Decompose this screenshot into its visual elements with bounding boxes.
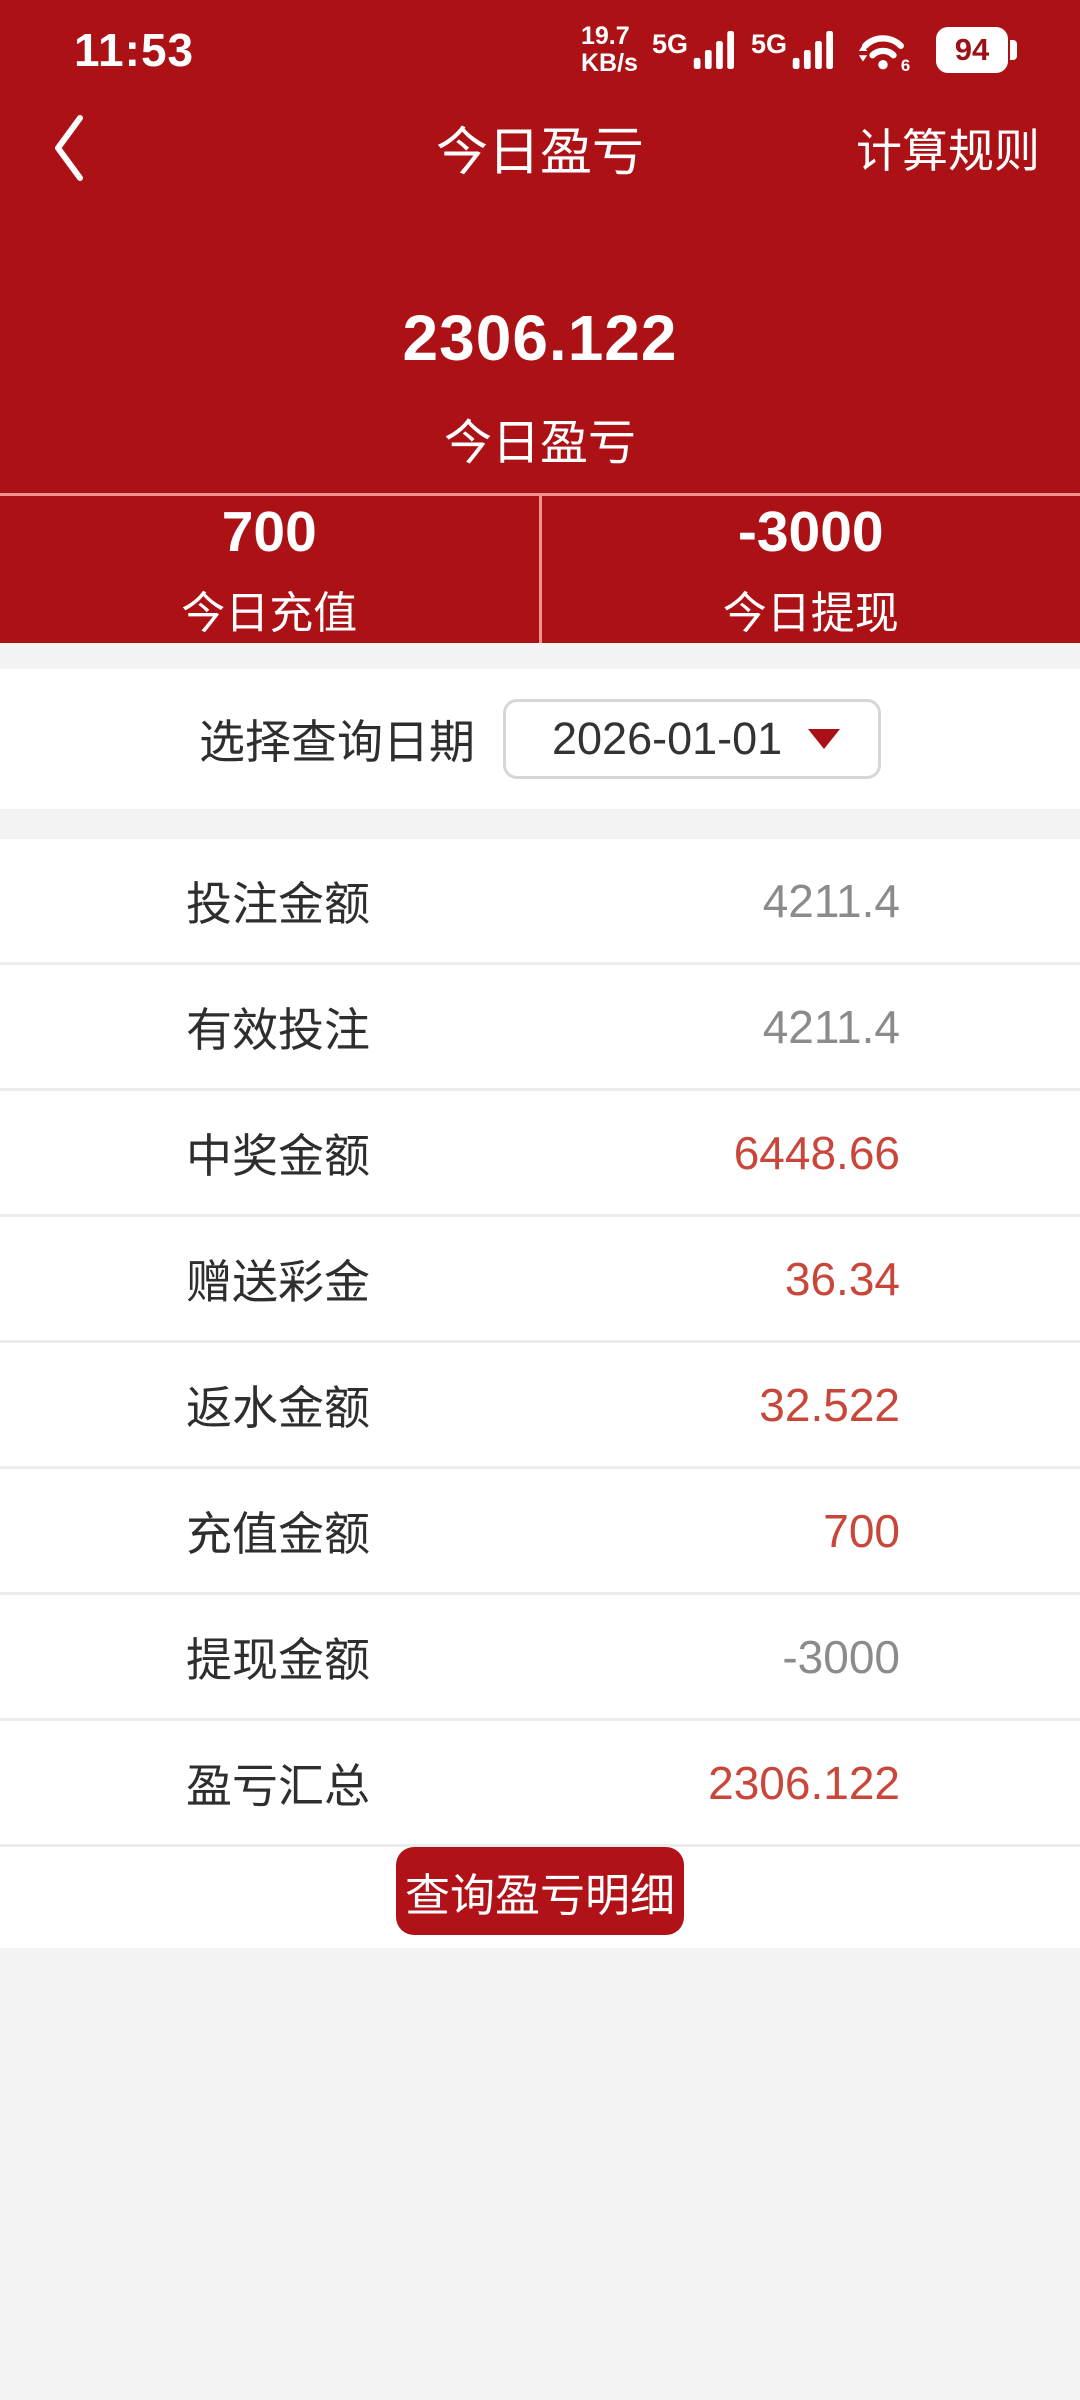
date-picker-row: 选择查询日期 2026-01-01 <box>0 669 1080 809</box>
stat-withdraw: -3000 今日提现 <box>538 496 1080 643</box>
signal-bars-icon <box>693 31 734 69</box>
battery-icon: 94 <box>936 27 1017 73</box>
profit-amount-label: 今日盈亏 <box>443 417 636 470</box>
stat-deposit: 700 今日充值 <box>0 496 539 643</box>
date-picker-label: 选择查询日期 <box>199 716 475 768</box>
row-value: -3000 <box>782 1630 900 1683</box>
spacer <box>0 643 1080 669</box>
row-label: 赠送彩金 <box>186 1255 370 1308</box>
row-label: 提现金额 <box>186 1633 370 1686</box>
date-select-value: 2026-01-01 <box>552 713 783 764</box>
row-value: 2306.122 <box>708 1756 900 1809</box>
row-label: 盈亏汇总 <box>186 1759 370 1812</box>
signal-bars-icon <box>792 31 833 69</box>
status-time: 11:53 <box>74 24 195 76</box>
nav-bar: 今日盈亏 计算规则 <box>0 90 1080 205</box>
deposit-label: 今日充值 <box>181 588 358 638</box>
row-label: 返水金额 <box>186 1381 370 1434</box>
row-value: 36.34 <box>784 1252 900 1305</box>
row-value: 6448.66 <box>733 1126 900 1179</box>
back-button[interactable] <box>50 111 90 185</box>
status-bar: 11:53 19.7 KB/s 5G 5G <box>0 0 1080 90</box>
row-label: 投注金额 <box>186 877 370 930</box>
withdraw-value: -3000 <box>737 499 884 564</box>
network-speed-value: 19.7 <box>580 22 630 50</box>
battery-level: 94 <box>954 32 990 67</box>
signal-group-1: 5G <box>651 29 737 69</box>
page-title: 今日盈亏 <box>435 124 644 182</box>
profit-table: 投注金额 4211.4 有效投注 4211.4 中奖金额 6448.66 赠送彩… <box>0 839 1080 1844</box>
table-row: 中奖金额 6448.66 <box>0 1088 1080 1214</box>
profit-summary: 2306.122 今日盈亏 <box>0 205 1080 493</box>
status-icons: 19.7 KB/s 5G 5G <box>581 23 1017 77</box>
query-details-button[interactable]: 查询盈亏明细 <box>396 1847 684 1935</box>
spacer <box>0 809 1080 839</box>
deposit-value: 700 <box>221 499 317 564</box>
row-label: 中奖金额 <box>186 1129 370 1182</box>
row-value: 32.522 <box>759 1378 900 1431</box>
page-footer <box>0 1948 1080 2400</box>
profit-amount: 2306.122 <box>402 302 678 374</box>
row-label: 有效投注 <box>186 1003 370 1056</box>
sim2-5g-label: 5G <box>750 29 787 59</box>
row-value: 4211.4 <box>762 874 900 927</box>
sim1-5g-label: 5G <box>651 29 688 59</box>
table-row: 充值金额 700 <box>0 1466 1080 1592</box>
chevron-left-icon <box>55 114 83 181</box>
row-value: 700 <box>823 1504 900 1557</box>
row-value: 4211.4 <box>762 1000 900 1053</box>
button-row: 查询盈亏明细 <box>0 1844 1080 1948</box>
header-banner: 11:53 19.7 KB/s 5G 5G <box>0 0 1080 493</box>
table-row: 赠送彩金 36.34 <box>0 1214 1080 1340</box>
wifi-icon: 6 <box>858 35 910 71</box>
row-label: 充值金额 <box>186 1507 370 1560</box>
signal-group-2: 5G <box>750 29 836 69</box>
date-select[interactable]: 2026-01-01 <box>503 699 881 779</box>
svg-text:6: 6 <box>901 56 910 71</box>
table-row: 盈亏汇总 2306.122 <box>0 1718 1080 1844</box>
table-row: 有效投注 4211.4 <box>0 962 1080 1088</box>
withdraw-label: 今日提现 <box>722 588 899 638</box>
table-row: 返水金额 32.522 <box>0 1340 1080 1466</box>
table-row: 提现金额 -3000 <box>0 1592 1080 1718</box>
triangle-down-icon <box>808 729 840 749</box>
rules-link[interactable]: 计算规则 <box>856 124 1040 177</box>
table-row: 投注金额 4211.4 <box>0 839 1080 962</box>
network-speed: 19.7 KB/s <box>581 23 638 77</box>
today-stats: 700 今日充值 -3000 今日提现 <box>0 493 1080 643</box>
network-speed-unit: KB/s <box>580 49 638 77</box>
